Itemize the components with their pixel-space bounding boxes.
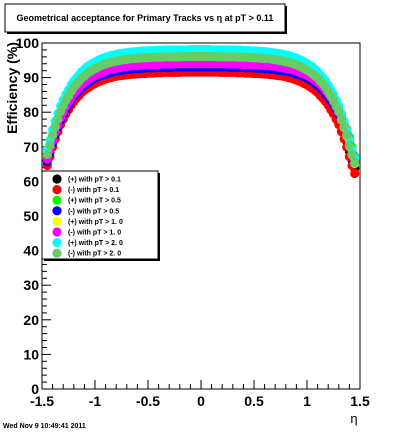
legend-label: (+) with pT > 0.5 xyxy=(68,198,121,205)
title-box-shadow-bottom xyxy=(7,32,287,34)
legend-marker xyxy=(52,248,62,258)
footer-timestamp: Wed Nov 9 10:49:41 2011 xyxy=(3,423,86,430)
x-tick-label: -1.5 xyxy=(30,393,54,409)
title-box-shadow xyxy=(285,6,287,34)
data-point xyxy=(334,106,344,117)
chart-title: Geometrical acceptance for Primary Track… xyxy=(17,13,274,23)
y-tick-label: 20 xyxy=(23,312,39,328)
series-8 xyxy=(42,51,360,168)
x-tick-label: 0 xyxy=(197,393,205,409)
data-point xyxy=(350,168,360,179)
y-tick-label: 100 xyxy=(16,35,40,51)
y-tick-label: 50 xyxy=(23,208,39,224)
data-point xyxy=(45,140,55,150)
data-point xyxy=(342,130,352,140)
y-axis-title: Efficiency (%) xyxy=(4,42,20,134)
legend-label: (+) with pT > 0.1 xyxy=(68,177,121,184)
title-box xyxy=(4,3,286,33)
y-tick-label: 70 xyxy=(23,139,39,155)
legend-marker xyxy=(52,174,62,184)
data-point xyxy=(53,114,63,124)
data-point xyxy=(42,149,52,160)
legend-box-shadow-bottom xyxy=(44,259,160,261)
data-point xyxy=(344,140,354,150)
data-point xyxy=(350,158,360,168)
y-tick-label: 80 xyxy=(23,104,39,120)
y-tick-label: 0 xyxy=(31,381,39,397)
data-point xyxy=(347,149,357,160)
legend-label: (-) with pT > 2. 0 xyxy=(68,251,121,258)
data-point xyxy=(48,130,58,140)
legend-marker xyxy=(52,185,62,195)
data-points xyxy=(42,44,360,179)
x-tick-label: 0.5 xyxy=(244,393,264,409)
y-tick-label: 60 xyxy=(23,173,39,189)
legend: (+) with pT > 0.1 (-) with pT > 0.1 (+) wi… xyxy=(41,170,160,261)
y-tick-label: 40 xyxy=(23,243,39,259)
axes: 0 10 20 30 40 50 60 70 80 90 100 -1.5 -1 -0.5 0 0.5 1 1.5 xyxy=(16,35,370,409)
x-tick-label: 1 xyxy=(303,393,311,409)
series-7 xyxy=(42,44,360,163)
legend-marker xyxy=(52,227,62,237)
legend-label: (-) with pT > 0.5 xyxy=(68,208,119,215)
x-tick-label: -1 xyxy=(89,393,102,409)
data-point xyxy=(339,122,349,132)
legend-box-shadow xyxy=(158,173,160,261)
legend-marker xyxy=(52,206,62,216)
x-axis-title: η xyxy=(350,411,357,426)
legend-marker xyxy=(52,238,62,248)
legend-marker xyxy=(52,195,62,205)
legend-label: (+) with pT > 1. 0 xyxy=(68,219,123,226)
data-point xyxy=(336,114,347,124)
legend-marker xyxy=(52,216,62,226)
x-tick-label: 1.5 xyxy=(350,393,370,409)
x-tick-label: -0.5 xyxy=(136,393,160,409)
y-tick-label: 90 xyxy=(23,70,39,86)
y-tick-label: 10 xyxy=(23,346,39,362)
y-tick-label: 30 xyxy=(23,277,39,293)
data-point xyxy=(50,122,60,132)
legend-label: (-) with pT > 0.1 xyxy=(68,187,119,194)
legend-label: (+) with pT > 2. 0 xyxy=(68,240,123,247)
legend-label: (-) with pT > 1. 0 xyxy=(68,230,121,237)
